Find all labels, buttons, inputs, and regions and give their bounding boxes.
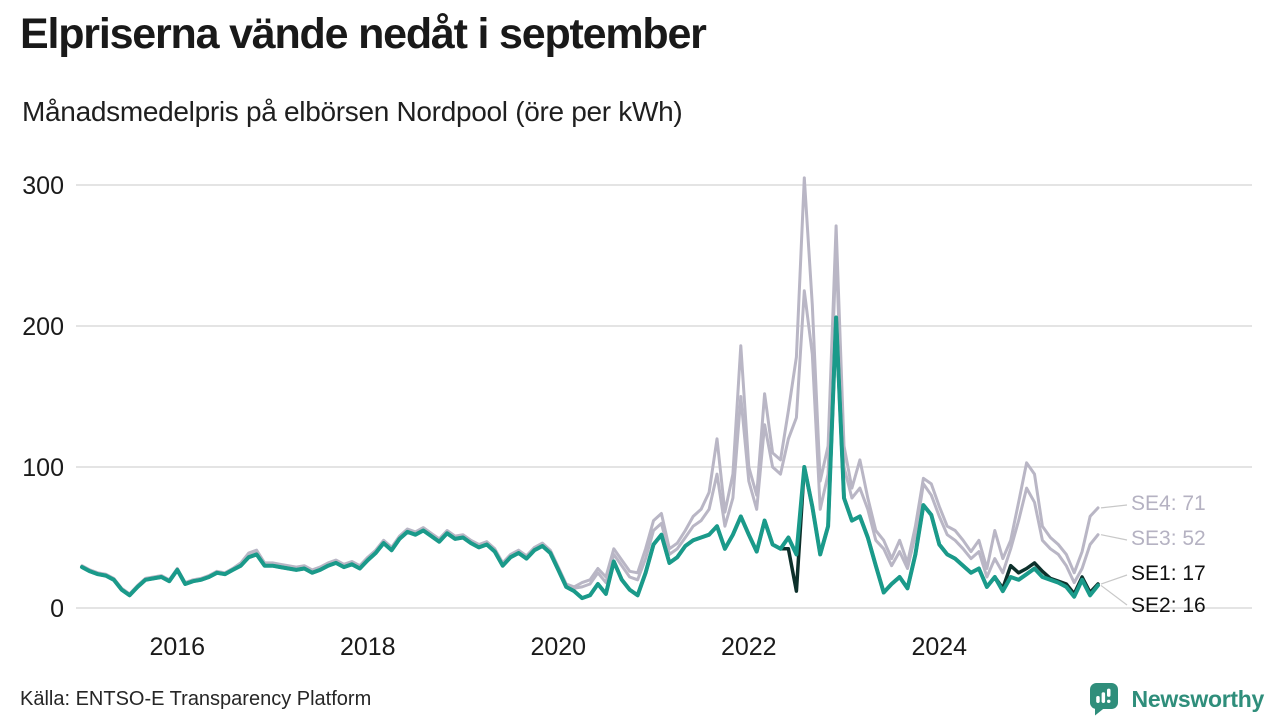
chart-subtitle: Månadsmedelpris på elbörsen Nordpool (ör…: [22, 96, 683, 127]
y-tick-label: 100: [22, 454, 64, 482]
y-tick-label: 300: [22, 172, 64, 200]
leader-line: [1100, 574, 1128, 585]
y-tick-label: 200: [22, 313, 64, 341]
source-caption: Källa: ENTSO-E Transparency Platform: [20, 688, 372, 710]
series-line-se2: [80, 315, 1100, 601]
leader-line: [1100, 534, 1128, 541]
leader-line: [1100, 584, 1128, 606]
series-label-se4: SE4: 71: [1131, 492, 1206, 515]
x-tick-label: 2020: [530, 633, 586, 661]
x-tick-label: 2018: [340, 633, 396, 661]
chart-title: Elpriserna vände nedåt i september: [20, 10, 707, 58]
x-tick-label: 2024: [911, 633, 967, 661]
series-label-se3: SE3: 52: [1131, 527, 1206, 550]
y-tick-label: 0: [50, 595, 64, 623]
x-tick-label: 2016: [149, 633, 205, 661]
series-label-se1: SE1: 17: [1131, 562, 1206, 585]
newsworthy-logo-icon: [1089, 683, 1118, 716]
newsworthy-logo: Newsworthy: [1089, 683, 1265, 716]
x-tick-label: 2022: [721, 633, 777, 661]
newsworthy-logo-text: Newsworthy: [1131, 686, 1265, 712]
series-label-se2: SE2: 16: [1131, 594, 1206, 617]
series-line-se1: [80, 315, 1100, 600]
leader-line: [1100, 504, 1128, 509]
series-line-se3: [80, 246, 1100, 597]
